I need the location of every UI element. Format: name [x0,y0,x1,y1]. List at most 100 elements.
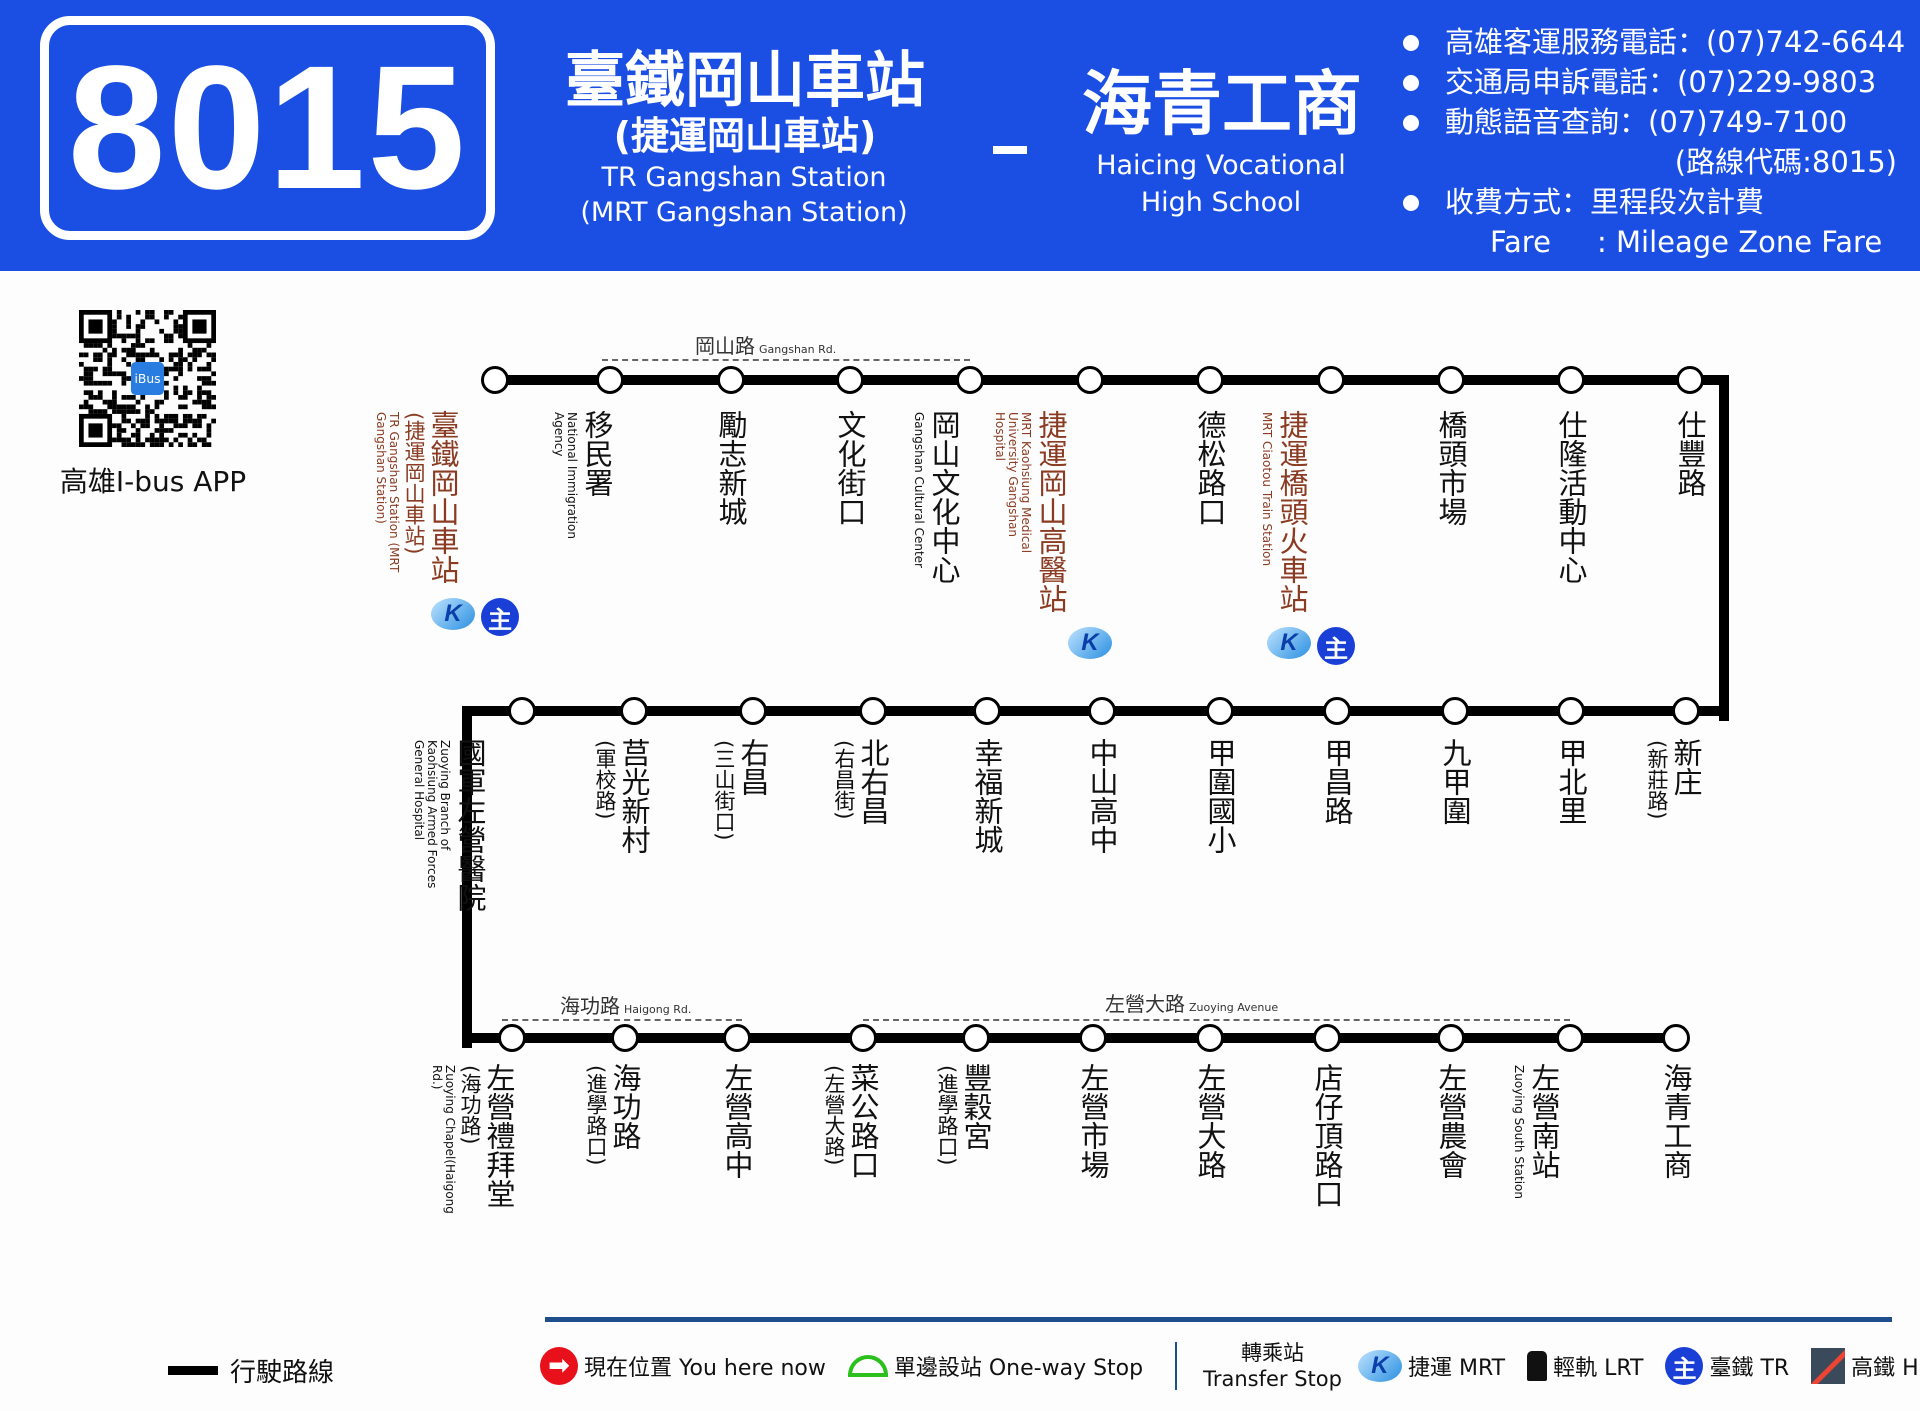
stop-marker[interactable] [956,366,984,394]
stop-name: 海功路 [608,1063,642,1150]
stop-marker[interactable] [498,1024,526,1052]
stop-label: 勵志新城 [714,410,748,526]
road-name-en: Gangshan Rd. [759,343,837,356]
stop-name: 捷運橋頭火車站 [1275,410,1309,613]
stop-marker[interactable] [1313,1024,1341,1052]
legend-tr: 主臺鐵 TR [1665,1347,1789,1385]
route-line [1719,375,1729,721]
stop-label: (三山街口) 右昌 [712,738,770,840]
stop-marker[interactable] [1196,1024,1224,1052]
stop-marker[interactable] [836,366,864,394]
road-name-en: Zuoying Avenue [1189,1001,1279,1014]
stop-marker[interactable] [739,697,767,725]
stop-marker[interactable] [596,366,624,394]
road-extent-dashed-line [863,1019,1570,1021]
route-number: 8015 [40,16,495,240]
stop-label: 甲圍國小 [1203,738,1237,854]
stop-marker[interactable] [1317,366,1345,394]
stop-marker[interactable] [1196,366,1224,394]
bullet-icon [1403,115,1419,131]
stop-marker[interactable] [962,1024,990,1052]
stop-marker[interactable] [620,697,648,725]
stop-name-en: Zuoying Chapel(Haigong Rd.) [430,1065,457,1214]
stop-name-en: Gangshan Cultural Center [912,412,926,568]
stop-marker[interactable] [723,1024,751,1052]
stop-marker[interactable] [481,366,509,394]
app-label: 高雄I-bus APP [59,465,247,498]
transfer-icons: K [1068,627,1112,659]
stop-marker[interactable] [973,697,1001,725]
road-label: 海功路 Haigong Rd. [560,990,691,1019]
stop-marker[interactable] [1437,366,1465,394]
stop-label: TR Gangshan Station (MRT Gangshan Statio… [374,410,512,584]
stop-marker[interactable] [849,1024,877,1052]
road-name-zh: 海功路 [560,994,620,1018]
origin-name-en-alt: (MRT Gangshan Station) [580,197,908,228]
legend-one-way: 單邊設站 One-way Stop [847,1350,1143,1382]
stop-label: Gangshan Cultural Center 岡山文化中心 [912,410,987,584]
stop-marker[interactable] [1556,1024,1584,1052]
stop-marker[interactable] [611,1024,639,1052]
stop-name: 海青工商 [1659,1063,1693,1179]
stop-label: 海青工商 [1659,1063,1693,1179]
stop-marker[interactable] [717,366,745,394]
legend-hsr: 高鐵 HSR [1811,1348,1920,1384]
stop-marker[interactable] [1079,1024,1107,1052]
stop-label: 德松路口 [1193,410,1227,526]
stop-name: 勵志新城 [714,410,748,526]
stop-name: 左營大路 [1193,1063,1227,1179]
stop-marker[interactable] [1557,366,1585,394]
destination-name-zh: 海青工商 [1082,63,1362,145]
stop-label: 左營大路 [1193,1063,1227,1179]
stop-marker[interactable] [1437,1024,1465,1052]
stop-label: 左營市場 [1076,1063,1110,1179]
route-line [495,375,1729,385]
road-extent-dashed-line [502,1019,742,1021]
road-name-en: Haigong Rd. [624,1003,692,1016]
stop-label: Zuoying Chapel(Haigong Rd.) (海功路) 左營禮拜堂 [430,1063,529,1235]
stop-label: 店仔頂路口 [1310,1063,1344,1208]
road-name-zh: 左營大路 [1105,992,1185,1016]
stop-marker[interactable] [1662,1024,1690,1052]
stop-label: 仕隆活動中心 [1554,410,1588,584]
stop-label: 幸福新城 [970,738,1004,854]
info-route-code: (路線代碼:8015) [1674,145,1897,179]
stop-name: 北右昌 [856,738,890,825]
stop-name-alt: (捷運岡山車站) [402,412,426,555]
stop-name-alt: (右昌街) [832,740,856,820]
legend-label: 現在位置 You here now [584,1356,826,1381]
header-banner: 8015 臺鐵岡山車站 (捷運岡山車站) TR Gangshan Station… [0,0,1920,271]
stop-marker[interactable] [1676,366,1704,394]
stop-marker[interactable] [1672,697,1700,725]
stop-name-en: Zuoying Branch of Kaohsiung Armed Forces… [412,740,452,889]
stop-label: 橋頭市場 [1434,410,1468,526]
stop-label: (進學路口) 豐穀宮 [935,1063,993,1165]
qr-code[interactable]: iBus [78,310,217,447]
stop-marker[interactable] [1088,697,1116,725]
stop-name: 左營農會 [1434,1063,1468,1179]
stop-marker[interactable] [1076,366,1104,394]
stop-name: 右昌 [736,738,770,796]
stop-marker[interactable] [1557,697,1585,725]
stop-marker[interactable] [859,697,887,725]
stop-name-alt: (進學路口) [584,1065,608,1166]
stop-marker[interactable] [1206,697,1234,725]
stop-marker[interactable] [1323,697,1351,725]
stop-name: 岡山文化中心 [927,410,961,584]
stop-name-alt: (新莊路) [1645,740,1669,820]
stop-label: Zuoying Branch of Kaohsiung Armed Forces… [412,738,539,912]
legend-label: 輕軌 LRT [1553,1356,1644,1381]
stop-name: 左營禮拜堂 [482,1063,516,1208]
stop-name-en: National Immigration Agency [552,412,579,539]
origin-name-zh: 臺鐵岡山車站 [565,46,925,116]
legend-lrt: 輕軌 LRT [1527,1350,1643,1382]
info-list: 高雄客運服務電話：(07)742-6644 交通局申訴電話：(07)229-98… [1395,22,1905,262]
stop-marker[interactable] [1441,697,1469,725]
stop-label: (右昌街) 北右昌 [832,738,890,825]
info-complaint-phone: 交通局申訴電話：(07)229-9803 [1395,62,1905,102]
bullet-icon [1403,195,1419,211]
info-fare-zh: 收費方式：里程段次計費 [1395,182,1905,222]
legend-you-here: ➡ 現在位置 You here now [540,1347,826,1385]
stop-marker[interactable] [508,697,536,725]
